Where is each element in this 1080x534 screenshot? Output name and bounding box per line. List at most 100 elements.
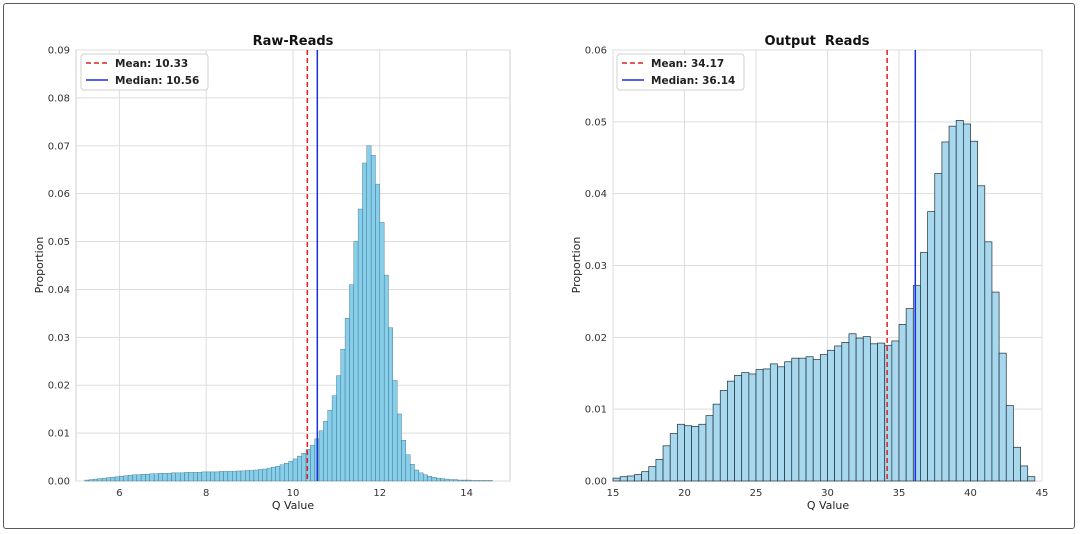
raw-reads-histogram-bar bbox=[271, 466, 276, 482]
raw-reads-histogram-bar bbox=[153, 473, 159, 482]
raw-reads-y-tick-label: 0.08 bbox=[48, 93, 70, 104]
raw-reads-histogram-bar bbox=[449, 479, 454, 482]
output-reads-histogram-bar bbox=[741, 372, 750, 482]
raw-reads-y-ticks: 0.00 0.01 0.02 0.03 0.04 0.05 0.06 0.07 0.08 0.09 bbox=[48, 46, 70, 488]
output-reads-histogram-bar bbox=[662, 445, 671, 482]
output-reads-histogram-bar bbox=[891, 340, 900, 482]
raw-reads-histogram-bar bbox=[149, 473, 155, 482]
raw-reads-bars bbox=[84, 145, 493, 482]
output-reads-y-tick-label: 0.05 bbox=[585, 117, 607, 128]
output-reads-panel: 15 20 25 30 35 40 45 0.000.010.020.030.040.050… bbox=[570, 34, 1048, 512]
output-reads-histogram-bar bbox=[784, 361, 793, 482]
output-reads-histogram-bar bbox=[848, 333, 857, 482]
output-reads-histogram-bar bbox=[691, 426, 700, 482]
raw-reads-y-tick-label: 0.09 bbox=[48, 46, 70, 57]
raw-reads-histogram-bar bbox=[436, 477, 441, 482]
output-reads-histogram-bar bbox=[669, 433, 678, 482]
raw-reads-histogram-bar bbox=[284, 463, 289, 482]
output-reads-histogram-bar bbox=[827, 349, 836, 482]
raw-reads-histogram-bar bbox=[179, 472, 185, 482]
raw-reads-histogram-bar bbox=[223, 471, 229, 482]
raw-reads-histogram-bar bbox=[84, 479, 90, 482]
raw-reads-histogram-bar bbox=[97, 478, 103, 482]
raw-reads-histogram-bar bbox=[101, 477, 107, 482]
output-reads-histogram-bar bbox=[841, 342, 850, 482]
output-reads-histogram-bar bbox=[684, 425, 693, 482]
output-reads-histogram-bar bbox=[955, 120, 964, 482]
raw-reads-y-tick-label: 0.00 bbox=[48, 477, 70, 488]
raw-reads-histogram-bar bbox=[405, 454, 411, 482]
output-reads-histogram-bar bbox=[912, 285, 921, 482]
raw-reads-histogram-bar bbox=[136, 474, 142, 482]
raw-reads-histogram-bar bbox=[175, 472, 181, 482]
raw-reads-histogram-bar bbox=[353, 241, 359, 482]
output-reads-histogram-bar bbox=[755, 369, 764, 482]
raw-reads-histogram-bar bbox=[279, 464, 285, 482]
raw-reads-legend: Mean: 10.33 Median: 10.56 bbox=[80, 53, 209, 91]
raw-reads-histogram-bar bbox=[201, 471, 207, 482]
output-reads-y-tick-label: 0.02 bbox=[585, 333, 607, 344]
output-reads-y-tick-label: 0.01 bbox=[585, 405, 607, 416]
output-reads-histogram-bar bbox=[898, 324, 907, 482]
raw-reads-histogram-bar bbox=[210, 471, 216, 482]
output-reads-histogram-bar bbox=[941, 141, 950, 482]
output-reads-legend-box bbox=[616, 53, 745, 91]
output-reads-histogram-bar bbox=[812, 359, 821, 482]
raw-reads-histogram-bar bbox=[288, 461, 294, 482]
raw-reads-histogram-bar bbox=[171, 472, 176, 482]
raw-reads-histogram-bar bbox=[219, 471, 224, 482]
output-reads-histogram-bar bbox=[855, 337, 864, 482]
raw-reads-histogram-bar bbox=[418, 472, 424, 482]
raw-reads-histogram-bar bbox=[457, 479, 463, 482]
raw-reads-x-tick-label: 10 bbox=[287, 488, 300, 499]
raw-reads-histogram-bar bbox=[344, 318, 350, 482]
output-reads-y-ticks: 0.00 0.01 0.02 0.03 0.04 0.05 0.06 bbox=[585, 46, 607, 488]
raw-reads-histogram-bar bbox=[462, 479, 467, 482]
raw-reads-x-label: Q Value bbox=[272, 499, 315, 512]
raw-reads-histogram-bar bbox=[392, 380, 398, 482]
raw-reads-histogram-bar bbox=[388, 327, 393, 482]
output-reads-histogram-bar bbox=[998, 352, 1007, 482]
raw-reads-histogram-bar bbox=[362, 162, 367, 482]
raw-reads-panel: 6 8 10 12 14 0.000.010.020.030.040.050.060.0… bbox=[33, 34, 511, 512]
raw-reads-x-tick-label: 8 bbox=[203, 488, 209, 499]
output-reads-x-tick-label: 45 bbox=[1036, 488, 1049, 499]
raw-reads-histogram-bar bbox=[214, 471, 220, 482]
output-reads-histogram-bar bbox=[877, 342, 886, 482]
output-reads-y-label: Proportion bbox=[570, 237, 583, 294]
output-reads-histogram-bar bbox=[769, 363, 778, 482]
output-reads-histogram-bar bbox=[762, 368, 771, 482]
output-reads-x-tick-label: 25 bbox=[750, 488, 763, 499]
raw-reads-histogram-bar bbox=[366, 145, 372, 482]
raw-reads-y-tick-label: 0.04 bbox=[48, 285, 70, 296]
output-reads-histogram-bar bbox=[626, 475, 635, 482]
output-reads-histogram-bar bbox=[1013, 446, 1021, 482]
raw-reads-histogram-bar bbox=[132, 474, 137, 482]
raw-reads-histogram-bar bbox=[123, 475, 129, 482]
raw-reads-x-tick-label: 6 bbox=[116, 488, 122, 499]
raw-reads-histogram-bar bbox=[340, 349, 346, 482]
output-reads-histogram-bar bbox=[655, 459, 664, 482]
output-reads-histogram-bar bbox=[920, 252, 928, 482]
raw-reads-histogram-bar bbox=[193, 472, 198, 482]
output-reads-x-tick-label: 35 bbox=[893, 488, 906, 499]
output-reads-histogram-bar bbox=[641, 471, 650, 482]
output-reads-histogram-bar bbox=[612, 477, 621, 482]
output-reads-legend: Mean: 34.17 Median: 36.14 bbox=[616, 53, 745, 91]
output-reads-histogram-bar bbox=[698, 423, 707, 482]
raw-reads-x-tick-label: 14 bbox=[460, 488, 473, 499]
output-reads-histogram-bar bbox=[748, 373, 757, 482]
raw-reads-histogram-bar bbox=[327, 409, 333, 482]
raw-reads-title: Raw-Reads bbox=[253, 34, 334, 49]
raw-reads-y-tick-label: 0.02 bbox=[48, 381, 70, 392]
output-reads-histogram-bar bbox=[676, 423, 685, 482]
output-reads-y-tick-label: 0.06 bbox=[585, 46, 607, 57]
output-reads-histogram-bar bbox=[791, 357, 800, 482]
raw-reads-histogram-bar bbox=[466, 479, 472, 482]
raw-reads-histogram-bar bbox=[396, 413, 402, 482]
output-reads-histogram-bar bbox=[1020, 465, 1029, 482]
output-reads-histogram-bar bbox=[705, 415, 714, 482]
output-reads-histogram-bar bbox=[984, 241, 993, 482]
raw-reads-histogram-bar bbox=[253, 469, 259, 482]
